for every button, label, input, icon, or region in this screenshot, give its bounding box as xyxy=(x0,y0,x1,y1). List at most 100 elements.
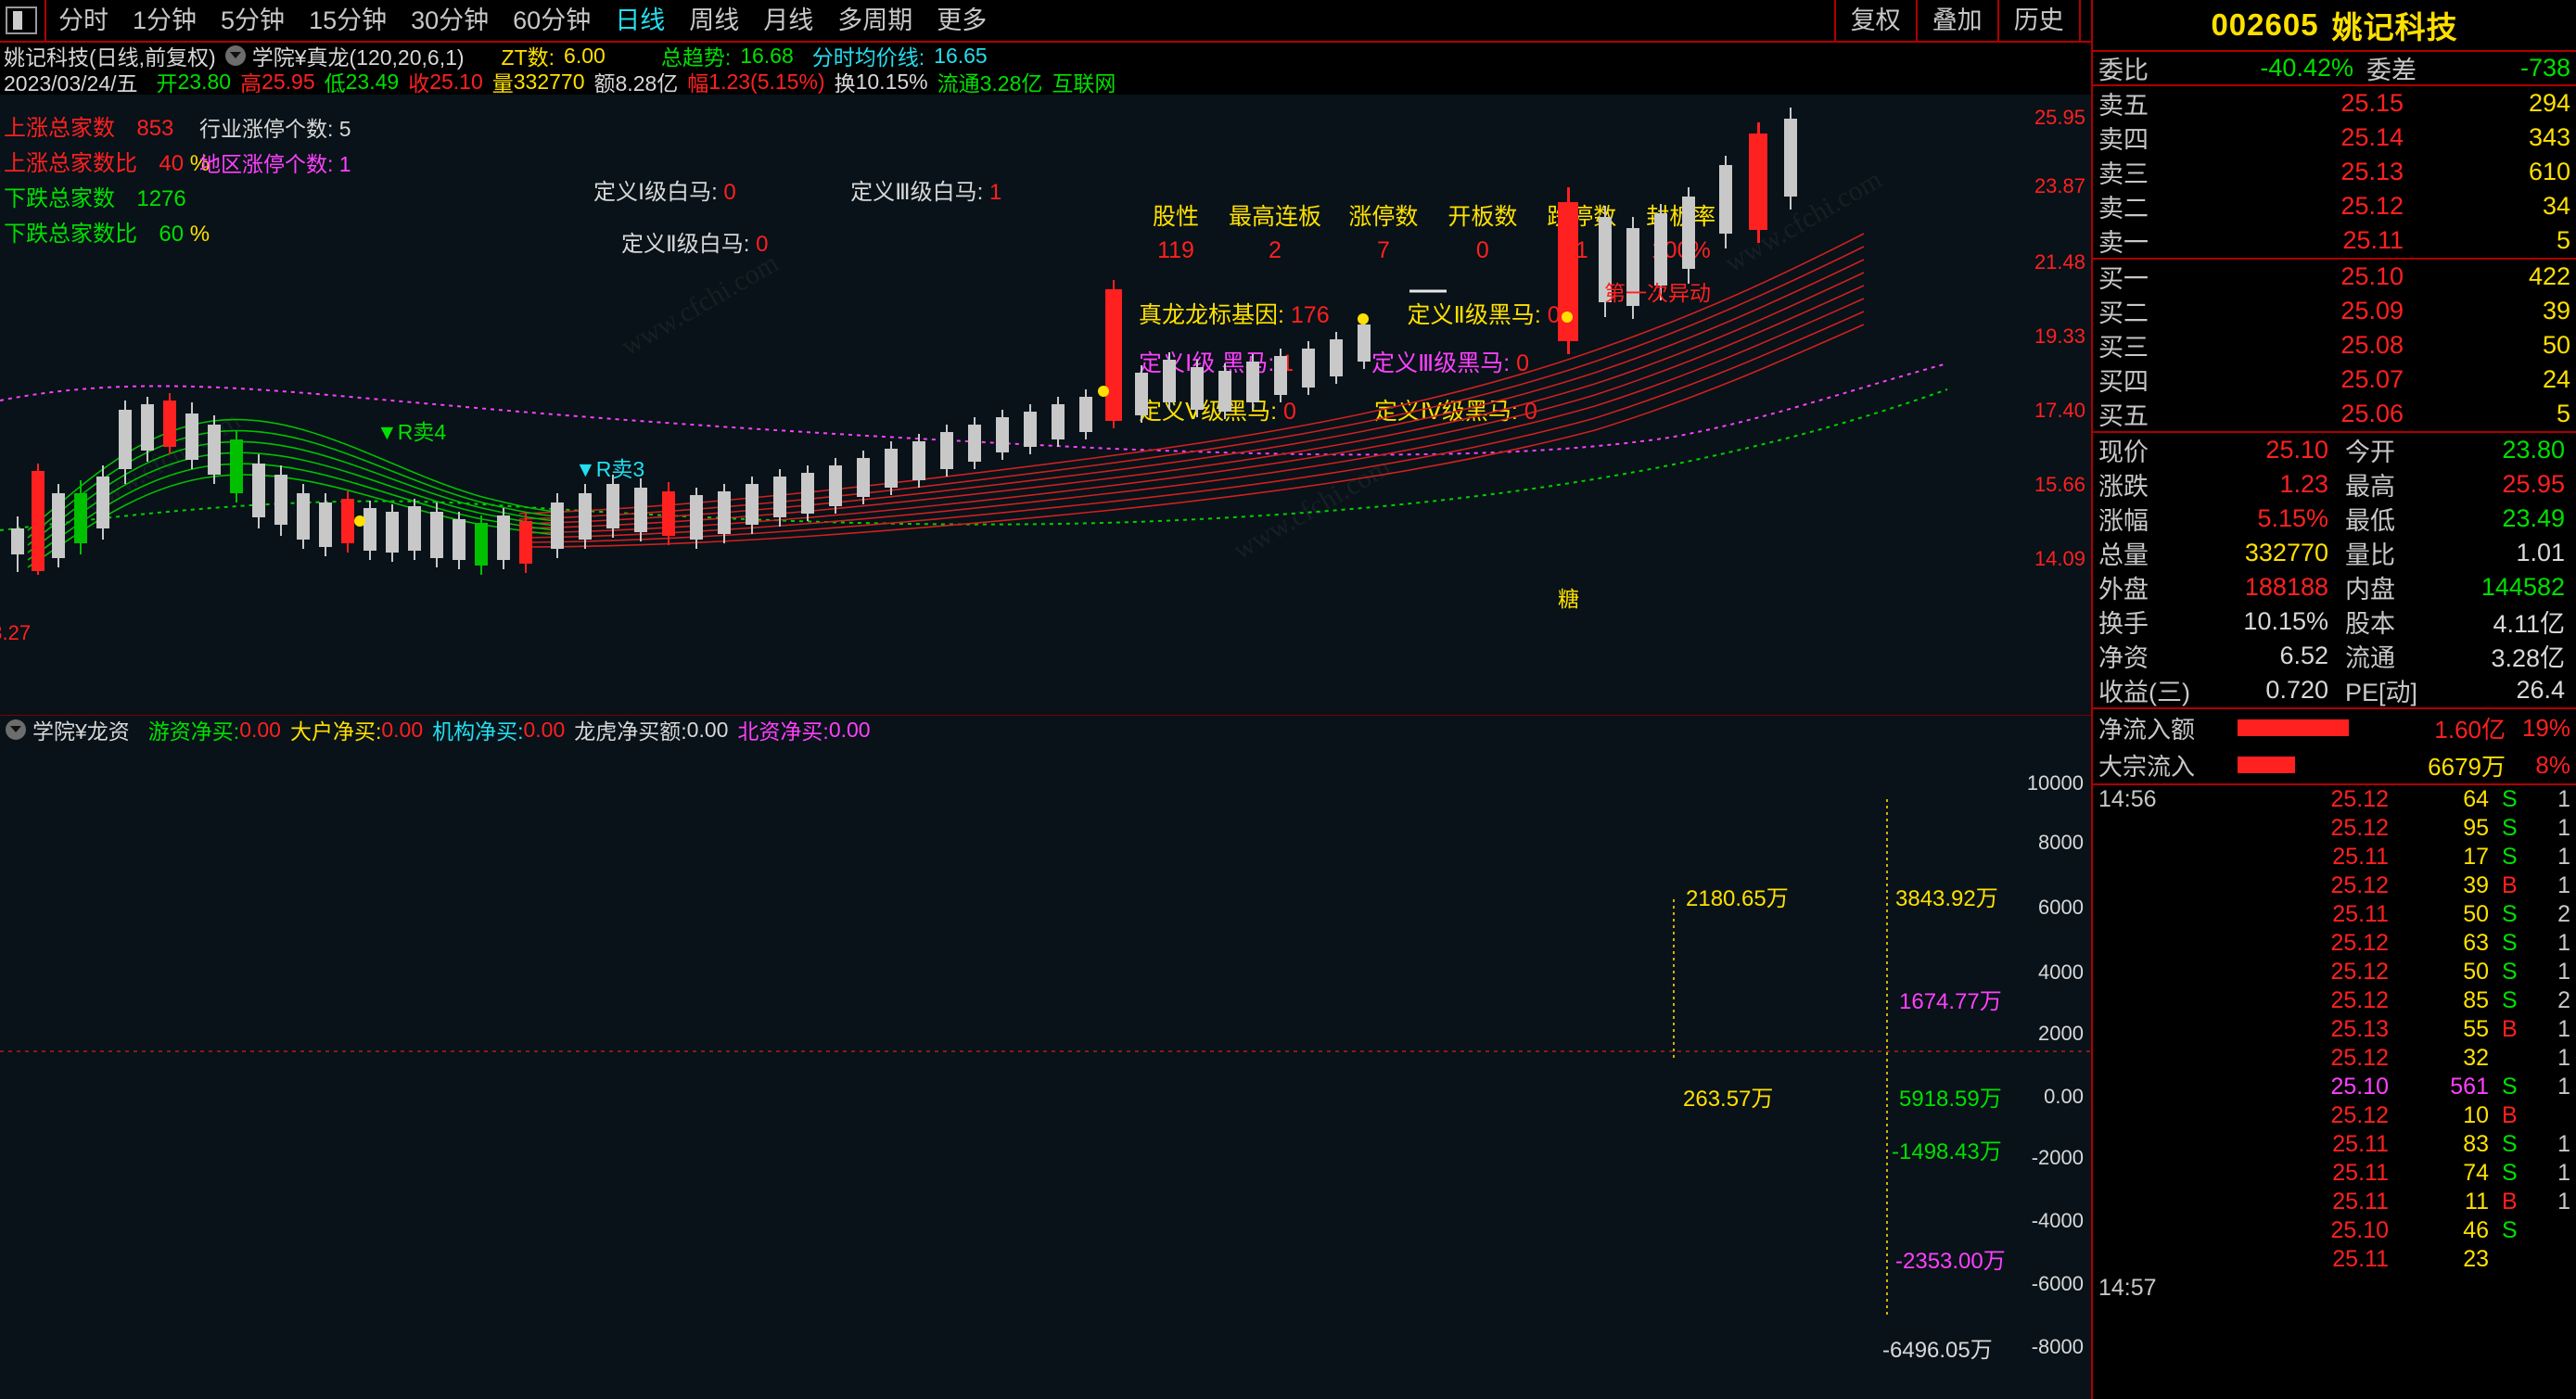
tb-5min[interactable]: 5分钟 xyxy=(221,6,286,34)
change-abs-value: 1.23 xyxy=(2279,470,2328,498)
gxing-v2: 7 xyxy=(1376,237,1390,263)
chevron-down-icon-2[interactable] xyxy=(6,719,26,740)
tick-price-4: 25.11 xyxy=(2332,901,2389,927)
price-axis: 25.95 23.87 21.48 19.33 17.40 15.66 14.0… xyxy=(0,95,2091,715)
northbound-value: 0.00 xyxy=(828,717,871,742)
tick-row-6: 25.12 50 S 1 xyxy=(2093,958,2576,986)
tb-multiperiod[interactable]: 多周期 xyxy=(837,6,913,34)
stat-region-zt-label: 地区涨停个数: xyxy=(199,152,334,176)
tb-fenshi[interactable]: 分时 xyxy=(58,6,108,34)
ind-tick-7: -4000 xyxy=(2031,1209,2084,1232)
tb-1min[interactable]: 1分钟 xyxy=(133,6,198,34)
toolbar-divider-r3 xyxy=(2078,0,2081,42)
gxing-h2: 涨停数 xyxy=(1348,204,1419,230)
weicha-label: 委差 xyxy=(2366,57,2417,84)
bid-book[interactable]: 买一 25.10 422 买二 25.09 39 买三 25.08 50 买四 … xyxy=(2093,260,2576,433)
block-inflow-pct: 8% xyxy=(2535,750,2570,779)
indicator-panel-name[interactable]: 学院¥龙资 xyxy=(32,719,130,744)
tick-bs-15: S xyxy=(2502,1217,2518,1243)
dh5-label: 定义Ⅴ级黑马: xyxy=(1139,399,1278,425)
high-value: 25.95 xyxy=(261,69,315,94)
layout-toggle-icon[interactable] xyxy=(6,6,37,34)
tick-row-5: 25.12 63 S 1 xyxy=(2093,929,2576,958)
tick-table[interactable]: 14:56 25.12 64 S 1 25.12 95 S 1 25.11 17… xyxy=(2093,785,2576,1303)
weibi-value: -40.42% xyxy=(2260,54,2353,82)
tb-daily[interactable]: 日线 xyxy=(615,6,666,34)
bid-row-1[interactable]: 买一 25.10 422 xyxy=(2093,260,2576,294)
stat-down-ratio-unit: % xyxy=(189,222,210,247)
tb-15min[interactable]: 15分钟 xyxy=(309,6,388,34)
tick-price-3: 25.12 xyxy=(2330,872,2389,898)
tick-n-4: 2 xyxy=(2557,901,2570,927)
tick-price-8: 25.13 xyxy=(2330,1016,2389,1042)
tb-history[interactable]: 历史 xyxy=(2013,6,2064,34)
zt-label: ZT数: xyxy=(501,45,555,70)
bid-row-3[interactable]: 买三 25.08 50 xyxy=(2093,328,2576,362)
ind-tick-0: 10000 xyxy=(2026,771,2084,795)
gxing-v3: 0 xyxy=(1475,237,1489,263)
dragon-capital-panel[interactable]: 学院¥龙资 游资净买: 0.00 大户净买: 0.00 机构净买: 0.00 龙… xyxy=(0,716,2091,1399)
tick-vol-1: 95 xyxy=(2463,815,2489,841)
current-price-value: 25.10 xyxy=(2265,436,2328,464)
ask4-label: 卖四 xyxy=(2098,126,2149,154)
bid-row-5[interactable]: 买五 25.06 5 xyxy=(2093,397,2576,431)
tick-row-4: 25.11 50 S 2 xyxy=(2093,900,2576,929)
ask-row-3[interactable]: 卖三 25.13 610 xyxy=(2093,155,2576,189)
ask-row-5[interactable]: 卖五 25.15 294 xyxy=(2093,86,2576,121)
tick-price-10: 25.10 xyxy=(2330,1074,2389,1100)
bid-row-2[interactable]: 买二 25.09 39 xyxy=(2093,294,2576,328)
stat-down-count-label: 下跌总家数 xyxy=(4,186,115,211)
tb-weekly[interactable]: 周线 xyxy=(689,6,740,34)
weibi-label: 委比 xyxy=(2098,57,2149,84)
change-abs-label: 涨跌 xyxy=(2098,473,2149,501)
tb-adjust[interactable]: 复权 xyxy=(1850,6,1901,34)
ask-book[interactable]: 卖五 25.15 294 卖四 25.14 343 卖三 25.13 610 卖… xyxy=(2093,86,2576,260)
float-share-label: 流通 xyxy=(2345,644,2395,672)
dragon-capital-svg xyxy=(0,799,2091,1318)
tb-30min[interactable]: 30分钟 xyxy=(411,6,490,34)
chevron-down-icon[interactable] xyxy=(224,45,246,66)
tb-more[interactable]: 更多 xyxy=(937,6,988,34)
ask-row-2[interactable]: 卖二 25.12 34 xyxy=(2093,189,2576,223)
net-inflow-bar xyxy=(2238,719,2349,736)
tick-vol-10: 561 xyxy=(2450,1074,2489,1100)
stock-code: 002605 xyxy=(2211,7,2319,42)
tick-vol-15: 46 xyxy=(2463,1217,2489,1243)
tb-overlay[interactable]: 叠加 xyxy=(1932,6,1983,34)
ask-row-4[interactable]: 卖四 25.14 343 xyxy=(2093,121,2576,155)
hot-money-label: 游资净买: xyxy=(147,719,240,744)
tick-vol-3: 39 xyxy=(2463,872,2489,898)
bid3-price: 25.08 xyxy=(2340,331,2404,359)
tb-60min[interactable]: 60分钟 xyxy=(513,6,592,34)
stat-up-count-label: 上涨总家数 xyxy=(4,116,115,141)
ind-label-2: 1674.77万 xyxy=(1899,989,2002,1014)
main-kline-chart[interactable]: www.cfchi.com www.cfchi.com www.cfchi.co… xyxy=(0,95,2091,716)
bid3-label: 买三 xyxy=(2098,334,2149,362)
tick-bs-7: S xyxy=(2502,987,2518,1013)
day-high-label: 最高 xyxy=(2345,473,2395,501)
ohlc-bar: 2023/03/24/五 开 23.80 高 25.95 低 23.49 收 2… xyxy=(0,69,2576,96)
dragon-row-1: 真龙龙标基因: 176 定义Ⅱ级黑马: 0 xyxy=(1139,291,1561,339)
ind-tick-2: 6000 xyxy=(2038,896,2084,919)
ask3-label: 卖三 xyxy=(2098,160,2149,188)
low-value: 23.49 xyxy=(345,69,400,94)
dragon-gene-label: 真龙龙标基因: xyxy=(1139,302,1284,328)
tb-monthly[interactable]: 月线 xyxy=(763,6,814,34)
tick-bs-3: B xyxy=(2502,872,2518,898)
zt-value: 6.00 xyxy=(564,43,606,68)
quote-date: 2023/03/24/五 xyxy=(4,71,138,95)
ask1-price: 25.11 xyxy=(2342,226,2404,254)
stat-industry-zt-value: 5 xyxy=(338,117,351,141)
indicator-title[interactable]: 学院¥真龙(120,20,6,1) xyxy=(251,45,465,70)
stat-up-ratio-unit: % xyxy=(189,151,210,176)
ind-tick-9: -8000 xyxy=(2031,1335,2084,1358)
wh2-label: 定义Ⅱ级白马: xyxy=(621,232,750,257)
tick-n-14: 1 xyxy=(2557,1189,2570,1215)
quote-row-pct: 涨幅 5.15% 最低 23.49 xyxy=(2093,502,2576,536)
bid-row-4[interactable]: 买四 25.07 24 xyxy=(2093,362,2576,397)
avgline-value: 16.65 xyxy=(934,43,988,68)
weicha-value: -738 xyxy=(2519,54,2570,82)
ask-row-1[interactable]: 卖一 25.11 5 xyxy=(2093,223,2576,258)
tick-n-13: 1 xyxy=(2557,1160,2570,1186)
tick-row-1: 25.12 95 S 1 xyxy=(2093,814,2576,843)
